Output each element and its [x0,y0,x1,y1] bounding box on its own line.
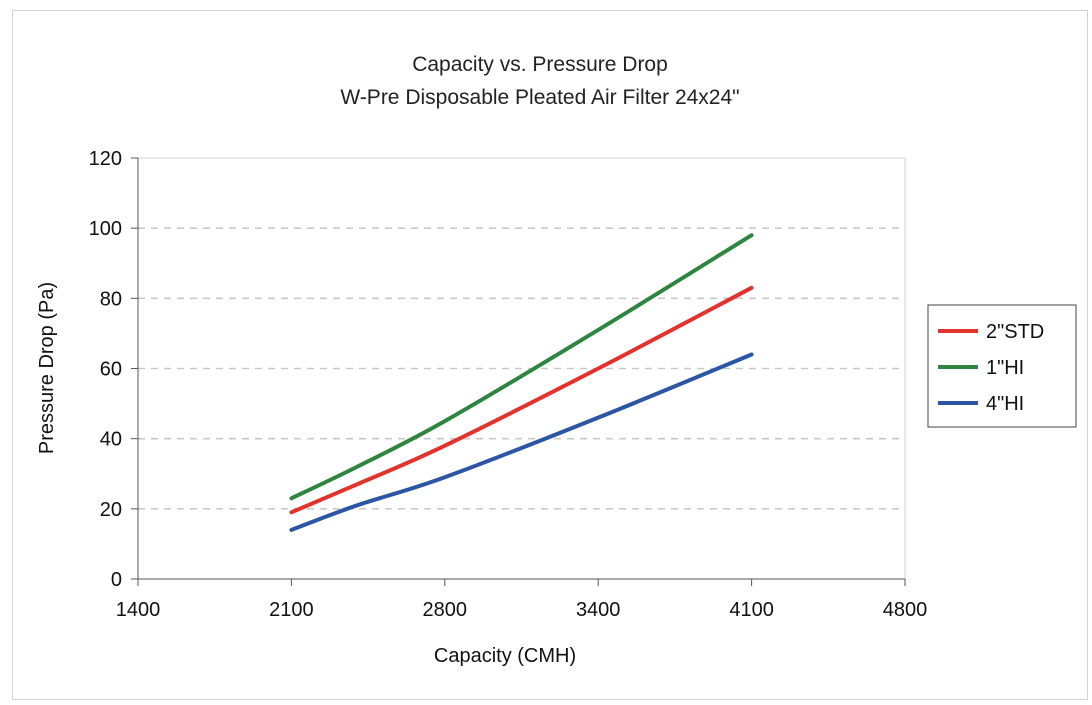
series-lines [289,233,754,532]
y-tick-label: 60 [100,359,122,381]
y-tick-label: 0 [111,569,122,591]
legend-entry: 2"STD [986,321,1044,343]
x-axis-label: Capacity (CMH) [434,645,576,667]
x-tick-label: 4800 [883,599,928,621]
x-tick-label: 2100 [269,599,314,621]
series-line [289,233,754,501]
series-line [289,285,754,515]
x-tick-label: 1400 [116,599,161,621]
x-tick-label: 3400 [576,599,621,621]
y-tick-label: 20 [100,499,122,521]
x-axis-ticks: 1400 2100 2800 3400 4100 4800 [116,578,928,621]
y-tick-label: 40 [100,429,122,451]
chart-frame [12,10,1088,700]
y-tick-label: 100 [89,218,122,240]
y-axis-label: Pressure Drop (Pa) [36,282,58,454]
y-tick-label: 120 [89,148,122,170]
gridlines [138,227,905,510]
legend: 2"STD 1"HI 4"HI [927,304,1077,428]
y-tick-label: 80 [100,288,122,310]
series-line [289,352,754,532]
legend-entry: 4"HI [986,393,1024,415]
x-tick-label: 2800 [423,599,468,621]
chart-title: Capacity vs. Pressure Drop [412,53,668,76]
y-axis-ticks: 0 20 40 60 80 100 120 [89,148,139,591]
x-tick-label: 4100 [729,599,774,621]
chart-subtitle: W-Pre Disposable Pleated Air Filter 24x2… [340,86,739,109]
legend-entry: 1"HI [986,357,1024,379]
